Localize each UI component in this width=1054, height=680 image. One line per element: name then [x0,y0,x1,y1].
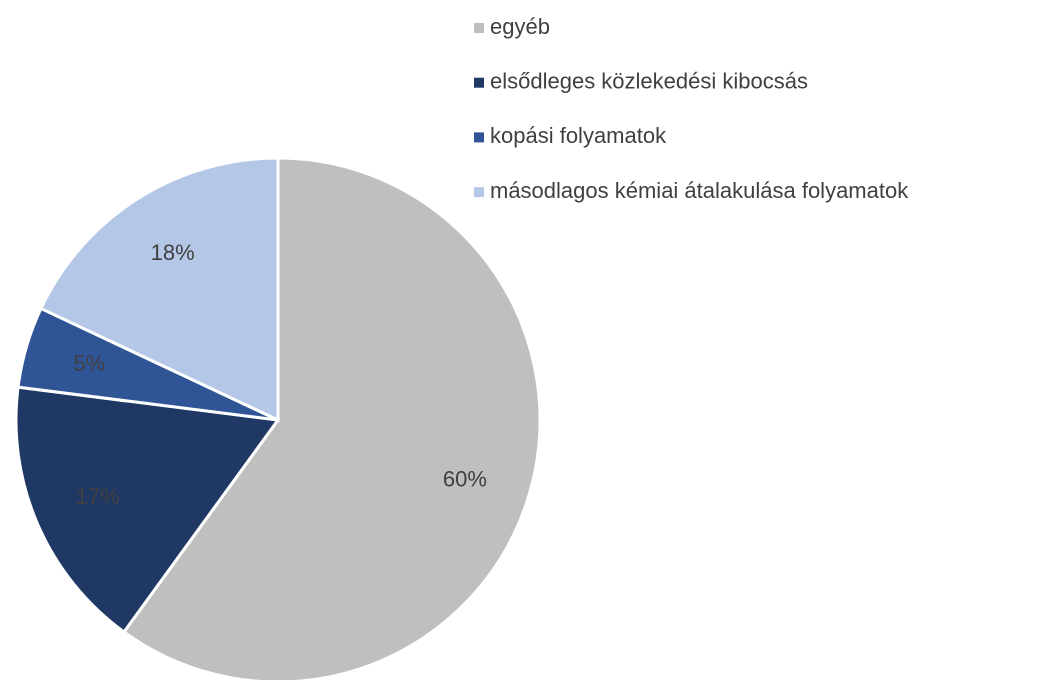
pie-slice [38,156,280,423]
pie-slice [14,385,281,635]
legend-swatch [474,23,484,33]
data-label: 60% [443,467,487,492]
legend-label: kopási folyamatok [490,123,667,148]
data-label: 18% [151,240,195,265]
data-label: 5% [73,351,105,376]
legend-label: egyéb [490,14,550,39]
data-label: 17% [76,484,120,509]
legend-swatch [474,132,484,143]
pie-slice [121,156,542,680]
legend-swatch [474,77,484,88]
legend-label: másodlagos kémiai átalakulása folyamatok [490,178,909,203]
legend-label: elsődleges közlekedési kibocsás [490,69,808,94]
legend-swatch [474,187,484,198]
